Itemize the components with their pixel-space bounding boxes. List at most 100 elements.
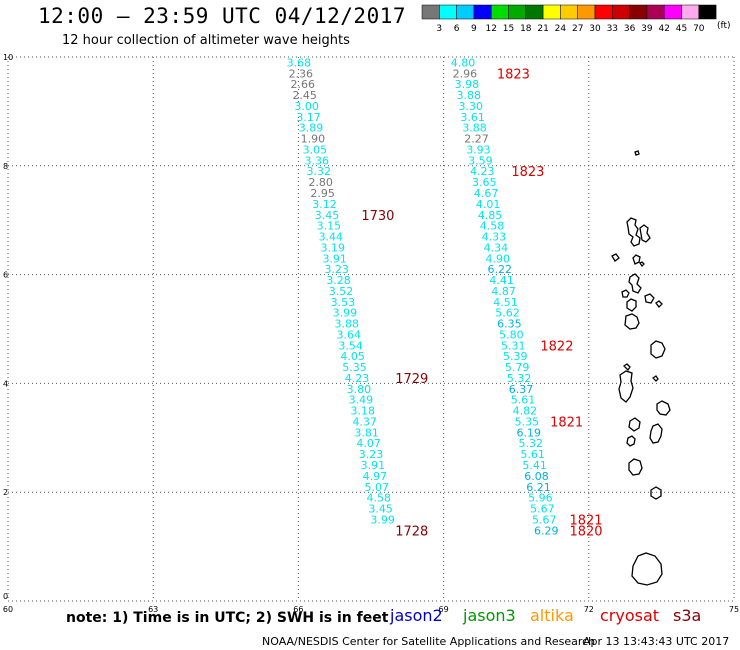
- satellite-jason2: jason2: [390, 606, 443, 625]
- wave-height-point: 4.23: [345, 372, 370, 385]
- legend-swatch: [508, 4, 527, 20]
- wave-height-point: 5.80: [499, 328, 524, 341]
- wave-height-point: 5.62: [495, 307, 520, 320]
- legend-label: 45: [676, 24, 687, 34]
- legend-label: 3: [436, 24, 442, 34]
- wave-height-point: 5.79: [505, 361, 530, 374]
- legend-label: 27: [572, 24, 583, 34]
- wave-height-point: 4.41: [489, 274, 514, 287]
- wave-height-point: 4.87: [491, 285, 516, 298]
- legend-swatch: [525, 4, 544, 20]
- wave-height-point: 3.15: [317, 220, 342, 233]
- wave-height-point: 3.54: [338, 339, 363, 352]
- wave-height-point: 4.51: [493, 296, 518, 309]
- wave-height-point: 3.32: [306, 165, 331, 178]
- footer-note: note: 1) Time is in UTC; 2) SWH is in fe…: [66, 610, 389, 626]
- wave-height-point: 2.66: [291, 78, 316, 91]
- wave-height-point: 3.99: [370, 513, 395, 526]
- x-tick-label: 60: [3, 605, 13, 614]
- coastline-map: [611, 150, 671, 586]
- wave-height-point: 4.67: [474, 187, 499, 200]
- wave-height-point: 3.61: [460, 111, 485, 124]
- page-title: 12:00 – 23:59 UTC 04/12/2017: [38, 4, 407, 28]
- wave-height-point: 2.36: [289, 67, 314, 80]
- wave-height-point: 3.68: [287, 56, 312, 69]
- wave-height-point: 3.52: [329, 285, 354, 298]
- wave-height-point: 6.35: [497, 318, 522, 331]
- wave-height-point: 3.28: [326, 274, 351, 287]
- x-tick-label: 69: [439, 605, 449, 614]
- wave-height-point: 5.61: [511, 394, 536, 407]
- page-subtitle: 12 hour collection of altimeter wave hei…: [62, 33, 350, 48]
- wave-height-point: 4.34: [484, 241, 509, 254]
- wave-height-point: 5.31: [501, 339, 526, 352]
- wave-height-point: 3.23: [359, 448, 384, 461]
- wave-height-point: 4.80: [451, 56, 476, 69]
- wave-height-point: 5.96: [528, 492, 553, 505]
- wave-height-point: 3.81: [354, 426, 379, 439]
- wave-height-point: 3.17: [296, 111, 321, 124]
- wave-height-point: 4.37: [352, 415, 377, 428]
- wave-height-point: 5.41: [522, 459, 547, 472]
- legend-unit: (ft): [717, 21, 731, 31]
- legend-swatch: [663, 4, 682, 20]
- y-tick-label: 0: [3, 592, 8, 601]
- legend-swatch: [612, 4, 630, 20]
- wave-height-point: 5.67: [530, 503, 555, 516]
- wave-height-point: 3.80: [347, 383, 372, 396]
- pass-time-label: 1821: [569, 513, 602, 528]
- wave-height-point: 3.88: [335, 318, 360, 331]
- pass-time-label: 1821: [550, 415, 583, 430]
- wave-height-point: 6.08: [524, 470, 549, 483]
- wave-height-point: 4.85: [478, 209, 503, 222]
- satellite-cryosat: cryosat: [600, 606, 660, 625]
- wave-height-point: 3.99: [333, 307, 358, 320]
- wave-height-point: 5.07: [365, 481, 390, 494]
- legend-swatch: [421, 4, 440, 20]
- satellite-altika: altika: [530, 606, 574, 625]
- wave-height-point: 3.88: [462, 122, 487, 135]
- wave-height-point: 5.61: [520, 448, 545, 461]
- legend-label: 21: [537, 24, 548, 34]
- wave-height-point: 3.89: [299, 122, 324, 135]
- wave-height-point: 3.98: [455, 78, 480, 91]
- wave-height-point: 5.35: [515, 415, 540, 428]
- wave-height-point: 5.32: [507, 372, 532, 385]
- wave-height-point: 3.49: [349, 394, 374, 407]
- wave-height-point: 3.44: [319, 231, 344, 244]
- legend-label: 24: [555, 24, 567, 34]
- wave-height-point: 4.97: [363, 470, 388, 483]
- legend-swatch: [456, 4, 475, 20]
- wave-height-point: 5.32: [518, 437, 543, 450]
- legend-swatch: [490, 4, 509, 20]
- y-tick-label: 8: [3, 162, 8, 171]
- legend-swatch: [577, 4, 596, 20]
- wave-height-labels: 3.682.362.662.453.003.173.891.903.053.36…: [287, 56, 559, 537]
- pass-time-label: 1820: [569, 524, 602, 539]
- legend-label: 12: [485, 24, 496, 34]
- wave-height-point: 3.00: [294, 100, 319, 113]
- x-tick-label: 66: [293, 605, 303, 614]
- wave-height-point: 3.45: [315, 209, 340, 222]
- legend-swatch: [560, 4, 578, 20]
- wave-height-point: 3.88: [457, 89, 482, 102]
- legend-label: 42: [658, 24, 669, 34]
- legend-label: 6: [454, 24, 460, 34]
- wave-height-point: 4.90: [486, 252, 511, 265]
- y-tick-label: 4: [3, 379, 8, 388]
- generation-timestamp: Apr 13 13:43:43 UTC 2017: [583, 635, 730, 648]
- wave-height-point: 4.58: [480, 220, 505, 233]
- legend-label: 33: [607, 24, 618, 34]
- pass-time-label: 1728: [395, 524, 428, 539]
- wave-height-point: 2.96: [453, 67, 478, 80]
- legend-swatch: [681, 4, 700, 20]
- wave-height-point: 5.35: [342, 361, 367, 374]
- wave-height-point: 6.29: [534, 524, 559, 537]
- legend-label: 18: [520, 24, 532, 34]
- color-legend: 3 6 9 12 15 18 21 24 27 30 33 36 39 42 45 70: [421, 4, 717, 34]
- wave-height-point: 5.39: [503, 350, 528, 363]
- wave-height-point: 4.07: [356, 437, 381, 450]
- wave-height-point: 3.64: [336, 328, 361, 341]
- chart-grid: [7, 56, 735, 602]
